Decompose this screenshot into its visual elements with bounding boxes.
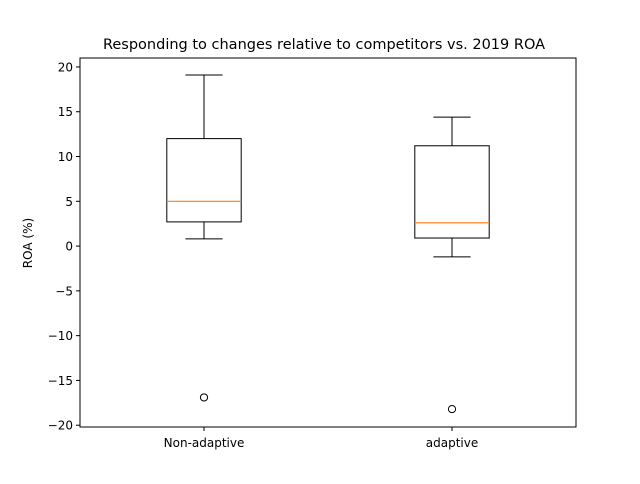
x-tick-label: adaptive: [426, 436, 478, 450]
box-iqr: [166, 138, 242, 223]
plot-area: −20 −15 −10 −5 0 5 10 15 20 Non-adaptive adaptive: [48, 57, 577, 450]
outlier-point: [447, 404, 457, 414]
y-tick-label: −15: [48, 374, 73, 388]
y-tick-label: 10: [58, 150, 73, 164]
y-tick-label: 15: [58, 105, 73, 119]
y-tick-label: 0: [65, 240, 73, 254]
y-tick-label: 20: [58, 60, 73, 74]
y-tick-label: 5: [65, 195, 73, 209]
y-axis-label: ROA (%): [21, 218, 35, 268]
x-tick-label: Non-adaptive: [164, 436, 245, 450]
box-iqr: [414, 145, 490, 239]
chart-title: Responding to changes relative to compet…: [103, 37, 545, 53]
y-tick-label: −10: [48, 329, 73, 343]
axes-frame: [79, 57, 577, 428]
y-tick-label: −20: [48, 419, 73, 433]
outlier-point: [199, 393, 209, 402]
y-tick-label: −5: [55, 284, 73, 298]
